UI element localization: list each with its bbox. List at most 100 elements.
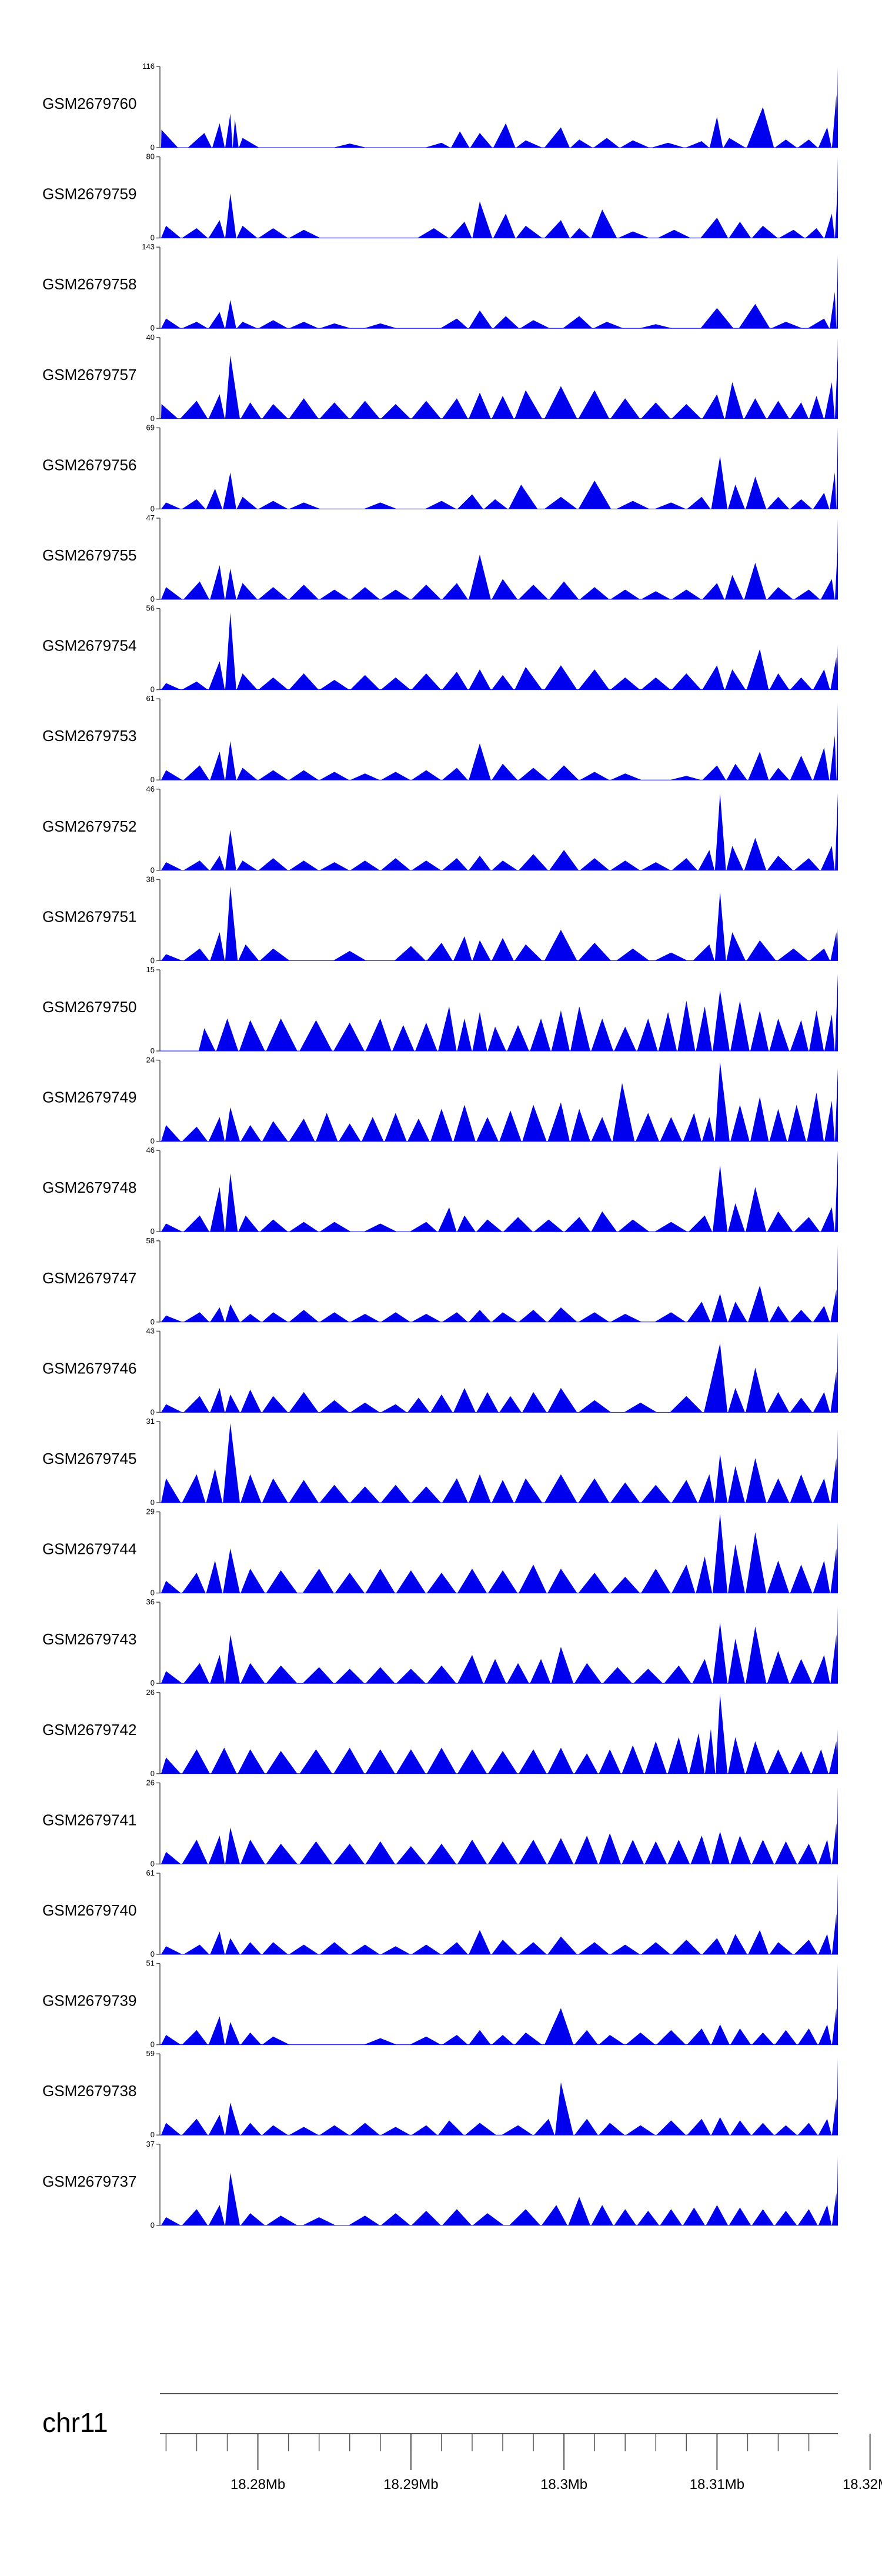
y-zero-label: 0: [151, 1227, 155, 1236]
y-zero-label: 0: [151, 323, 155, 332]
y-zero-label: 0: [151, 956, 155, 965]
coverage-area: [161, 1331, 838, 1413]
track-GSM2679760: GSM2679760 116 0: [42, 62, 838, 152]
coverage-area: [161, 66, 838, 148]
track-GSM2679750: GSM2679750 15 0: [42, 965, 838, 1055]
coverage-area: [161, 518, 838, 599]
y-max-label: 15: [146, 965, 155, 974]
y-max-label: 61: [146, 694, 155, 703]
track-GSM2679753: GSM2679753 61 0: [42, 694, 838, 784]
track-GSM2679758: GSM2679758 143 0: [42, 242, 838, 332]
track-label: GSM2679745: [42, 1450, 136, 1467]
y-max-label: 43: [146, 1326, 155, 1335]
coverage-area: [161, 1423, 838, 1503]
coverage-area: [198, 973, 838, 1051]
track-label: GSM2679743: [42, 1630, 136, 1648]
y-max-label: 26: [146, 1778, 155, 1787]
coverage-area: [161, 1513, 838, 1593]
track-label: GSM2679742: [42, 1721, 136, 1739]
track-label: GSM2679751: [42, 907, 136, 925]
track-GSM2679742: GSM2679742 26 0: [42, 1688, 838, 1778]
track-label: GSM2679741: [42, 1811, 136, 1828]
coverage-area: [161, 156, 838, 238]
y-zero-label: 0: [151, 866, 155, 875]
track-GSM2679754: GSM2679754 56 0: [42, 604, 838, 694]
track-GSM2679739: GSM2679739 51 0: [42, 1959, 838, 2049]
x-tick-label: 18.29Mb: [383, 2477, 438, 2492]
y-zero-label: 0: [151, 2130, 155, 2139]
y-max-label: 26: [146, 1688, 155, 1697]
y-zero-label: 0: [151, 1859, 155, 1868]
chromosome-axis: chr11 18.28Mb 18.29Mb 18.3Mb 18.31Mb 18.32Mb: [42, 2393, 882, 2492]
y-zero-label: 0: [151, 414, 155, 423]
track-label: GSM2679753: [42, 727, 136, 745]
coverage-area: [161, 1873, 838, 1954]
y-zero-label: 0: [151, 143, 155, 152]
coverage-area: [161, 1244, 838, 1322]
y-zero-label: 0: [151, 233, 155, 242]
coverage-area: [161, 2156, 838, 2225]
track-GSM2679737: GSM2679737 37 0: [42, 2140, 838, 2230]
track-label: GSM2679757: [42, 366, 136, 383]
x-tick-label: 18.32Mb: [843, 2477, 882, 2492]
genome-axis-ticks: 18.28Mb 18.29Mb 18.3Mb 18.31Mb 18.32Mb: [165, 2434, 882, 2492]
chromosome-label: chr11: [42, 2407, 108, 2438]
x-tick-label: 18.3Mb: [540, 2477, 587, 2492]
y-zero-label: 0: [151, 1137, 155, 1146]
coverage-area: [161, 1787, 838, 1864]
y-max-label: 36: [146, 1597, 155, 1606]
y-zero-label: 0: [151, 1950, 155, 1958]
y-zero-label: 0: [151, 1407, 155, 1416]
y-max-label: 37: [146, 2140, 155, 2148]
coverage-area: [161, 428, 838, 509]
y-max-label: 31: [146, 1417, 155, 1426]
track-label: GSM2679744: [42, 1540, 136, 1558]
y-max-label: 24: [146, 1056, 155, 1065]
coverage-area: [161, 612, 838, 690]
y-max-label: 56: [146, 604, 155, 613]
coverage-area: [161, 255, 838, 329]
track-GSM2679755: GSM2679755 47 0: [42, 513, 838, 603]
track-label: GSM2679737: [42, 2173, 136, 2190]
track-label: GSM2679750: [42, 998, 136, 1016]
track-GSM2679748: GSM2679748 46 0: [42, 1146, 838, 1236]
track-label: GSM2679755: [42, 546, 136, 564]
track-GSM2679757: GSM2679757 40 0: [42, 333, 838, 423]
track-GSM2679756: GSM2679756 69 0: [42, 423, 838, 513]
y-max-label: 69: [146, 423, 155, 432]
y-max-label: 61: [146, 1868, 155, 1877]
coverage-area: [161, 793, 838, 870]
track-label: GSM2679759: [42, 185, 136, 203]
track-label: GSM2679754: [42, 637, 136, 655]
y-max-label: 47: [146, 513, 155, 522]
coverage-area: [161, 703, 838, 780]
y-zero-label: 0: [151, 1589, 155, 1597]
y-zero-label: 0: [151, 1498, 155, 1507]
coverage-area: [161, 886, 838, 961]
track-label: GSM2679749: [42, 1089, 136, 1106]
coverage-area: [161, 1062, 838, 1142]
y-max-label: 46: [146, 1146, 155, 1154]
track-label: GSM2679747: [42, 1269, 136, 1287]
y-zero-label: 0: [151, 504, 155, 513]
y-max-label: 29: [146, 1507, 155, 1516]
track-label: GSM2679746: [42, 1359, 136, 1377]
y-zero-label: 0: [151, 2040, 155, 2049]
track-label: GSM2679738: [42, 2082, 136, 2100]
y-zero-label: 0: [151, 1769, 155, 1778]
track-label: GSM2679739: [42, 1992, 136, 2010]
y-zero-label: 0: [151, 595, 155, 603]
y-zero-label: 0: [151, 685, 155, 694]
track-GSM2679740: GSM2679740 61 0: [42, 1868, 838, 1958]
track-GSM2679743: GSM2679743 36 0: [42, 1597, 838, 1687]
y-zero-label: 0: [151, 2221, 155, 2230]
track-GSM2679744: GSM2679744 29 0: [42, 1507, 838, 1597]
track-GSM2679752: GSM2679752 46 0: [42, 785, 838, 875]
track-GSM2679759: GSM2679759 80 0: [42, 152, 838, 242]
y-max-label: 80: [146, 152, 155, 161]
y-max-label: 40: [146, 333, 155, 342]
y-zero-label: 0: [151, 1046, 155, 1055]
y-zero-label: 0: [151, 775, 155, 784]
x-tick-label: 18.28Mb: [230, 2477, 285, 2492]
